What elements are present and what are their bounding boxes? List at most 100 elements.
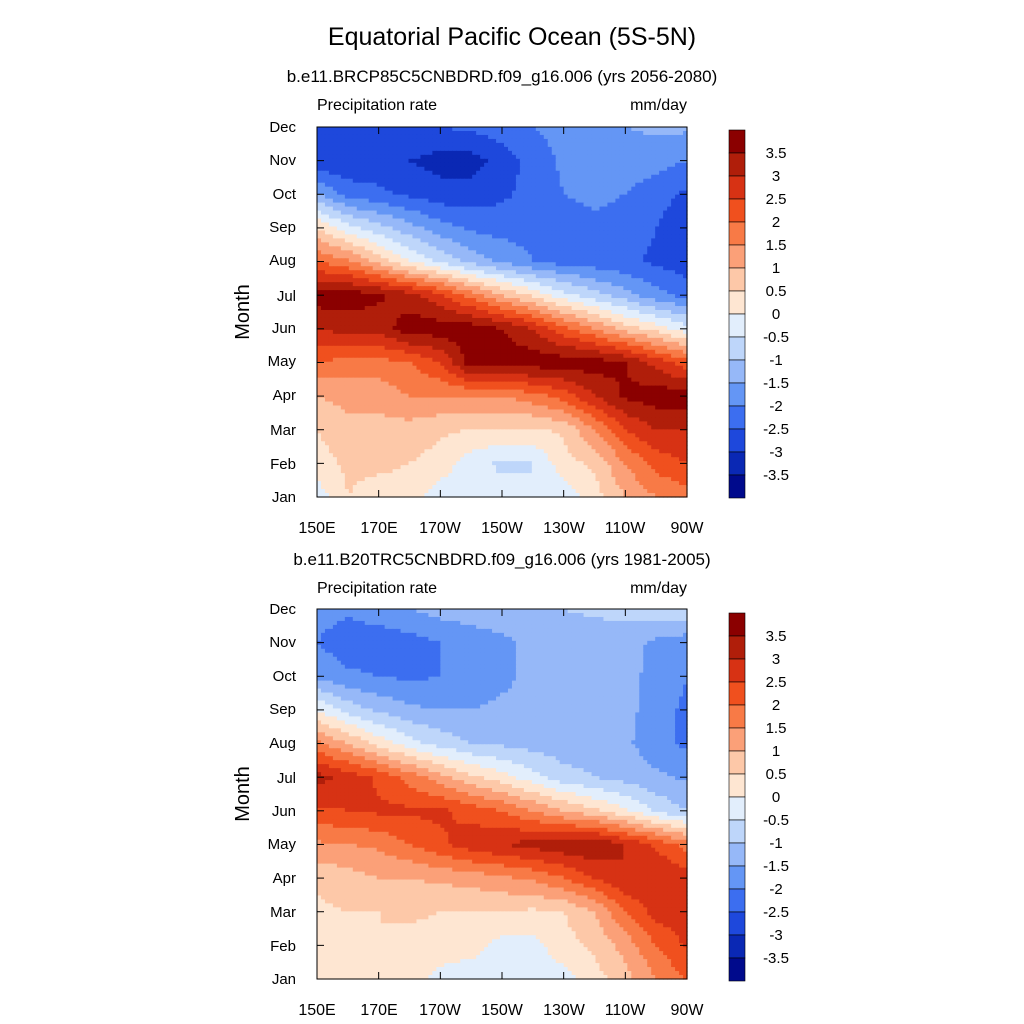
- heatmap-cell: [388, 226, 394, 232]
- heatmap-cell: [348, 290, 354, 295]
- heatmap-cell: [364, 234, 370, 239]
- heatmap-cell: [615, 214, 620, 220]
- heatmap-cell: [476, 302, 481, 307]
- heatmap-cell: [480, 294, 485, 299]
- heatmap-cell: [627, 194, 632, 200]
- heatmap-cell: [440, 178, 445, 184]
- heatmap-cell: [412, 266, 418, 271]
- heatmap-cell: [655, 202, 660, 208]
- heatmap-cell: [583, 234, 589, 239]
- heatmap-cell: [663, 302, 668, 307]
- heatmap-cell: [472, 130, 477, 136]
- heatmap-cell: [607, 134, 613, 140]
- heatmap-cell: [683, 234, 688, 239]
- heatmap-cell: [352, 254, 358, 259]
- heatmap-cell: [392, 146, 398, 152]
- heatmap-cell: [428, 150, 433, 156]
- heatmap-cell: [332, 254, 338, 259]
- heatmap-cell: [647, 166, 652, 172]
- heatmap-cell: [519, 214, 525, 220]
- heatmap-cell: [340, 246, 346, 251]
- heatmap-cell: [651, 146, 656, 152]
- heatmap-cell: [611, 329, 616, 335]
- heatmap-cell: [392, 158, 398, 164]
- heatmap-cell: [360, 162, 366, 168]
- heatmap-cell: [372, 250, 378, 255]
- heatmap-cell: [663, 206, 668, 212]
- heatmap-cell: [535, 158, 541, 164]
- heatmap-cell: [424, 150, 429, 156]
- heatmap-cell: [376, 298, 382, 303]
- heatmap-cell: [348, 242, 354, 247]
- heatmap-cell: [448, 258, 453, 263]
- heatmap-cell: [328, 321, 334, 327]
- heatmap-cell: [587, 302, 593, 307]
- heatmap-cell: [317, 134, 322, 140]
- heatmap-cell: [615, 202, 620, 208]
- heatmap-cell: [372, 202, 378, 208]
- heatmap-cell: [420, 186, 426, 192]
- heatmap-cell: [416, 246, 422, 251]
- heatmap-cell: [356, 134, 362, 140]
- heatmap-cell: [420, 146, 426, 152]
- heatmap-cell: [667, 250, 672, 255]
- heatmap-cell: [448, 238, 453, 243]
- heatmap-cell: [663, 242, 668, 247]
- heatmap-cell: [436, 329, 441, 335]
- heatmap-cell: [452, 222, 457, 228]
- heatmap-cell: [615, 329, 620, 335]
- heatmap-cell: [587, 158, 593, 164]
- heatmap-cell: [440, 250, 445, 255]
- heatmap-cell: [503, 146, 509, 152]
- heatmap-cell: [500, 138, 505, 144]
- heatmap-cell: [344, 198, 350, 204]
- heatmap-cell: [396, 182, 402, 188]
- heatmap-cell: [452, 258, 457, 263]
- heatmap-cell: [543, 317, 549, 323]
- heatmap-cell: [340, 282, 346, 287]
- heatmap-cell: [380, 302, 386, 307]
- heatmap-cell: [324, 258, 330, 263]
- heatmap-cell: [503, 214, 509, 220]
- heatmap-cell: [675, 186, 680, 192]
- heatmap-cell: [575, 218, 581, 224]
- heatmap-cell: [631, 158, 636, 164]
- heatmap-cell: [456, 142, 461, 148]
- heatmap-cell: [503, 266, 509, 271]
- heatmap-cell: [448, 210, 453, 216]
- heatmap-cell: [579, 329, 585, 335]
- heatmap-cell: [599, 174, 605, 180]
- heatmap-cell: [476, 222, 481, 228]
- heatmap-cell: [392, 174, 398, 180]
- heatmap-cell: [523, 230, 529, 236]
- heatmap-cell: [444, 210, 449, 216]
- heatmap-cell: [440, 190, 445, 196]
- heatmap-cell: [563, 146, 569, 152]
- heatmap-cell: [663, 306, 668, 311]
- heatmap-cell: [595, 329, 601, 335]
- heatmap-cell: [663, 262, 668, 267]
- heatmap-cell: [607, 317, 613, 323]
- heatmap-cell: [647, 190, 652, 196]
- heatmap-cell: [396, 190, 402, 196]
- heatmap-cell: [432, 130, 437, 136]
- heatmap-cell: [472, 278, 477, 283]
- heatmap-cell: [388, 282, 394, 287]
- heatmap-cell: [356, 174, 362, 180]
- heatmap-cell: [432, 190, 437, 196]
- heatmap-cell: [555, 222, 561, 228]
- heatmap-cell: [464, 146, 469, 152]
- heatmap-cell: [519, 325, 525, 331]
- heatmap-cell: [496, 266, 501, 271]
- heatmap-cell: [659, 154, 664, 160]
- heatmap-cell: [348, 337, 354, 343]
- heatmap-cell: [539, 298, 545, 303]
- heatmap-cell: [348, 254, 354, 259]
- heatmap-cell: [531, 170, 537, 176]
- heatmap-cell: [559, 313, 565, 319]
- heatmap-cell: [488, 317, 493, 323]
- heatmap-cell: [356, 206, 362, 212]
- heatmap-cell: [527, 246, 533, 251]
- heatmap-cell: [647, 194, 652, 200]
- heatmap-cell: [567, 127, 573, 132]
